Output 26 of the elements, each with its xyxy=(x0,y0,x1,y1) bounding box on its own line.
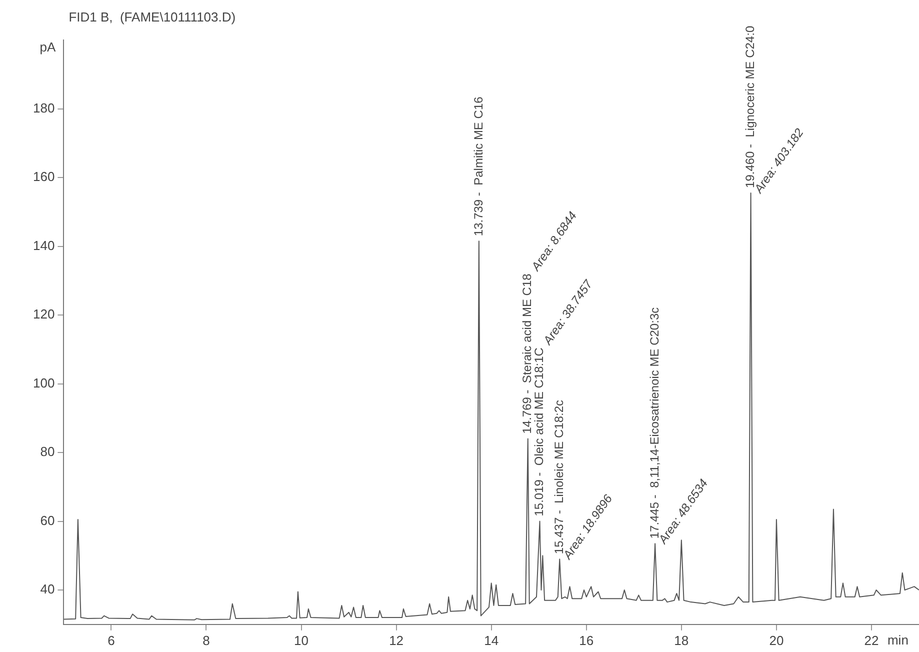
y-axis-title: pA xyxy=(40,40,56,55)
x-tick-label: 20 xyxy=(769,632,784,648)
y-tick-label: 140 xyxy=(32,238,55,253)
annotation: 13.739 - Palmitic ME C16 xyxy=(471,96,486,236)
annotation: 15.437 - Linoleic ME C18:2c xyxy=(552,400,566,554)
x-tick-label: 14 xyxy=(484,632,499,648)
x-tick-label: 16 xyxy=(579,632,594,648)
annotation: 15.019 - Oleic acid ME C18:1C xyxy=(532,347,546,516)
x-tick-label: 22 xyxy=(864,632,879,648)
x-tick-label: 12 xyxy=(389,632,404,648)
annotation: 14.769 - Steraic acid ME C18 xyxy=(520,273,534,434)
y-tick-label: 120 xyxy=(32,306,55,322)
y-tick-label: 40 xyxy=(40,582,55,597)
x-axis-title: min xyxy=(887,632,908,648)
x-tick-label: 18 xyxy=(674,632,689,648)
annotation: 17.445 - 8,11,14-Eicosatrienoic ME C20:3c xyxy=(647,307,662,539)
y-tick-label: 100 xyxy=(32,375,55,390)
x-tick-label: 10 xyxy=(294,632,309,648)
y-tick-label: 60 xyxy=(40,512,55,528)
annotation: 19.460 - Lignoceric ME C24:0 xyxy=(743,26,758,188)
x-tick-label: 8 xyxy=(202,632,210,648)
x-tick-label: 6 xyxy=(108,632,115,648)
chart-title: FID1 B, (FAME\10111103.D) xyxy=(68,10,236,25)
y-tick-label: 80 xyxy=(40,444,55,460)
y-tick-label: 180 xyxy=(32,100,55,116)
y-tick-label: 160 xyxy=(32,169,55,184)
